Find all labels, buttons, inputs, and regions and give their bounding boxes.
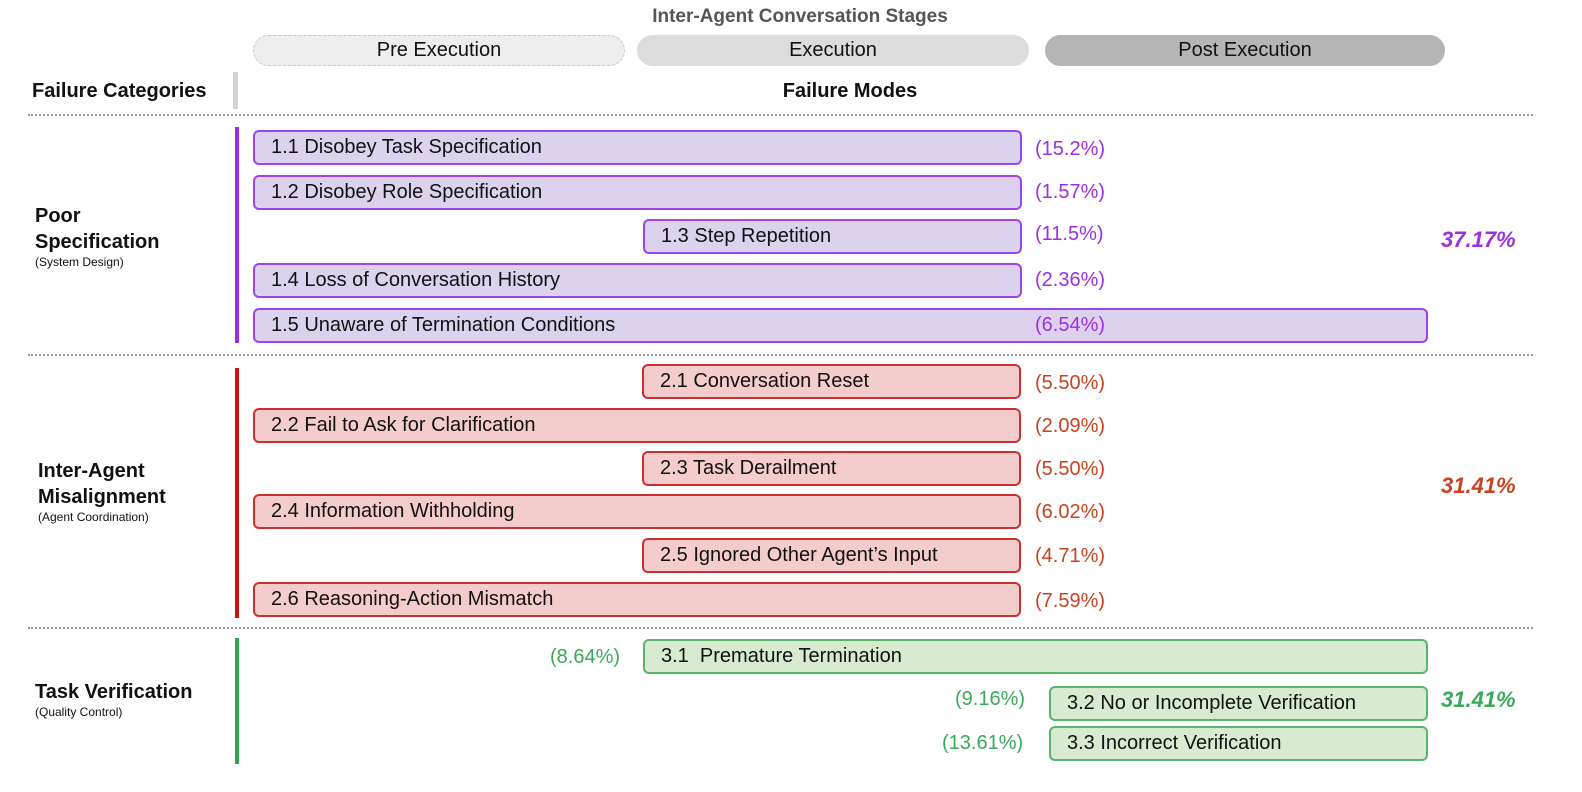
category-subtitle: (System Design) <box>35 255 124 269</box>
failure-mode-box: 1.4 Loss of Conversation History <box>253 263 1022 298</box>
failure-mode-box: 3.3 Incorrect Verification <box>1049 726 1428 761</box>
failure-mode-box: 2.2 Fail to Ask for Clarification <box>253 408 1021 443</box>
category-total: 31.41% <box>1441 473 1516 498</box>
failure-mode-box: 3.1 Premature Termination <box>643 639 1428 674</box>
failure-modes-header: Failure Modes <box>782 80 918 102</box>
failure-mode-percent: (2.36%) <box>1035 269 1106 291</box>
failure-mode-percent: (2.09%) <box>1035 415 1106 437</box>
category-title: Misalignment <box>38 486 166 508</box>
failure-mode-box: 1.5 Unaware of Termination Conditions <box>253 308 1428 343</box>
failure-mode-box: 2.3 Task Derailment <box>642 451 1021 486</box>
failure-mode-percent: (15.2%) <box>1035 138 1106 160</box>
divider <box>28 627 1533 629</box>
category-title: Task Verification <box>35 681 193 703</box>
divider <box>28 354 1533 356</box>
failure-mode-percent: (7.59%) <box>1035 590 1106 612</box>
failure-mode-box: 2.4 Information Withholding <box>253 494 1021 529</box>
failure-mode-percent: (5.50%) <box>1035 458 1106 480</box>
failure-categories-header: Failure Categories <box>32 80 207 102</box>
failure-mode-percent: (6.02%) <box>1035 501 1106 523</box>
failure-mode-percent: (5.50%) <box>1035 372 1106 394</box>
category-title: Specification <box>35 231 160 253</box>
category-bar-task-verification <box>235 638 239 764</box>
failure-mode-percent: (11.5%) <box>1035 223 1104 245</box>
failure-mode-box: 2.6 Reasoning-Action Mismatch <box>253 582 1021 617</box>
category-title: Poor <box>35 205 81 227</box>
failure-mode-percent: (6.54%) <box>1035 314 1106 336</box>
failure-mode-box: 1.2 Disobey Role Specification <box>253 175 1022 210</box>
divider <box>28 114 1533 116</box>
header-separator <box>233 72 238 109</box>
stage-post-execution: Post Execution <box>1045 35 1445 66</box>
category-bar-inter-agent-misalignment <box>235 368 239 618</box>
category-total: 31.41% <box>1441 687 1516 712</box>
stages-title: Inter-Agent Conversation Stages <box>652 6 948 27</box>
failure-mode-box: 3.2 No or Incomplete Verification <box>1049 686 1428 721</box>
failure-mode-box: 1.3 Step Repetition <box>643 219 1022 254</box>
category-subtitle: (Quality Control) <box>35 705 123 719</box>
failure-mode-percent: (4.71%) <box>1035 545 1106 567</box>
failure-mode-box: 2.1 Conversation Reset <box>642 364 1021 399</box>
failure-mode-percent: (9.16%) <box>955 688 1026 710</box>
category-inter-agent-misalignment: Inter-Agent Misalignment (Agent Coordina… <box>38 458 166 525</box>
failure-mode-percent: (13.61%) <box>942 732 1024 754</box>
failure-mode-percent: (8.64%) <box>550 646 621 668</box>
category-poor-specification: Poor Specification (System Design) <box>35 203 159 270</box>
category-bar-poor-specification <box>235 127 239 343</box>
stage-pre-execution: Pre Execution <box>253 35 625 66</box>
failure-mode-box: 1.1 Disobey Task Specification <box>253 130 1022 165</box>
category-subtitle: (Agent Coordination) <box>38 510 149 524</box>
category-total: 37.17% <box>1441 227 1516 252</box>
failure-mode-box: 2.5 Ignored Other Agent’s Input <box>642 538 1021 573</box>
category-title: Inter-Agent <box>38 460 145 482</box>
failure-mode-percent: (1.57%) <box>1035 181 1106 203</box>
category-task-verification: Task Verification (Quality Control) <box>35 679 192 720</box>
stage-execution: Execution <box>637 35 1029 66</box>
